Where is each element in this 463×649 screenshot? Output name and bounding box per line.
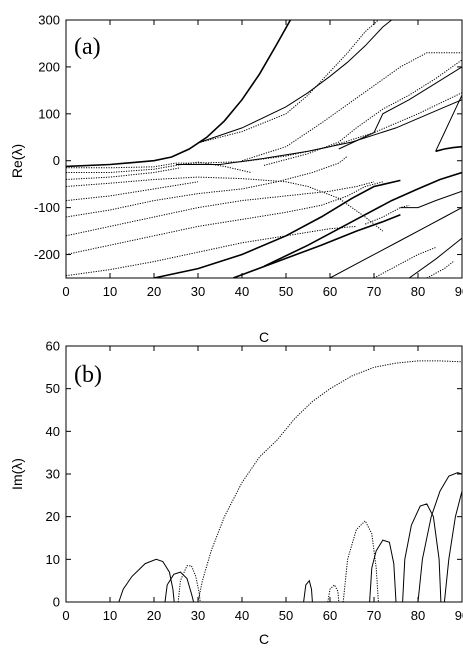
x-tick-label: 10 — [103, 284, 117, 299]
panel-a-frame — [65, 19, 463, 279]
series-line-23 — [408, 237, 462, 278]
series-line-7 — [66, 167, 181, 180]
series-line-21 — [232, 213, 401, 278]
series-line-1 — [197, 360, 462, 602]
x-tick-label: 40 — [235, 284, 249, 299]
y-tick-label: 20 — [46, 509, 60, 524]
series-line-4 — [66, 92, 462, 169]
panel-a-xlabel: C — [259, 329, 269, 345]
series-line-7 — [342, 520, 379, 602]
x-tick-label: 90 — [455, 608, 463, 623]
series-line-18 — [153, 179, 401, 278]
series-line-2 — [118, 558, 175, 602]
panel-b-series — [118, 360, 462, 602]
panel-a-ticks: 0 10 20 30 40 50 60 70 80 90 -200 -100 0 100 200 300 — [34, 13, 463, 300]
y-tick-label: 10 — [46, 552, 60, 567]
x-tick-label: 60 — [323, 284, 337, 299]
series-line-10 — [241, 52, 462, 162]
series-line-14 — [66, 181, 375, 237]
x-tick-label: 80 — [411, 608, 425, 623]
x-tick-label: 70 — [367, 284, 381, 299]
x-tick-label: 10 — [103, 608, 117, 623]
series-line-4 — [177, 565, 201, 602]
series-line-3 — [197, 20, 379, 144]
series-line-5 — [176, 99, 462, 165]
x-tick-label: 30 — [191, 284, 205, 299]
x-tick-label: 20 — [147, 284, 161, 299]
panel-a: (a) Re(λ) C 0102030405060708090-200-1000… — [9, 13, 463, 346]
panel-b-ticks: 0 10 20 30 40 50 60 70 80 90 0 10 20 30 40 50 60 — [46, 339, 463, 624]
series-line-11 — [443, 490, 462, 602]
panel-a-label: (a) — [74, 34, 101, 60]
series-line-1 — [66, 20, 292, 168]
x-tick-label: 50 — [279, 284, 293, 299]
y-tick-label: 0 — [53, 153, 60, 168]
y-tick-label: 200 — [38, 59, 60, 74]
x-tick-label: 70 — [367, 608, 381, 623]
x-tick-label: 40 — [235, 608, 249, 623]
x-tick-label: 20 — [147, 608, 161, 623]
series-line-5 — [303, 579, 313, 602]
series-line-19 — [400, 190, 462, 209]
y-tick-label: 40 — [46, 424, 60, 439]
series-line-26 — [435, 145, 462, 153]
y-tick-label: 50 — [46, 381, 60, 396]
series-line-11 — [338, 66, 462, 150]
y-tick-label: 300 — [38, 13, 60, 28]
panel-b-ylabel: Im(λ) — [9, 458, 25, 490]
series-line-10 — [417, 472, 462, 602]
y-tick-label: 60 — [46, 339, 60, 354]
y-tick-label: 30 — [46, 467, 60, 482]
series-line-13 — [66, 155, 348, 218]
panel-b-xlabel: C — [259, 631, 269, 647]
x-tick-label: 0 — [62, 284, 69, 299]
series-line-22 — [329, 207, 462, 278]
panel-b-frame — [65, 345, 463, 603]
series-line-6 — [327, 584, 340, 602]
panel-a-series — [66, 20, 462, 278]
y-tick-label: -200 — [34, 247, 60, 262]
series-line-20 — [365, 204, 410, 225]
series-line-9 — [402, 503, 442, 602]
series-line-6 — [66, 161, 251, 173]
series-line-8 — [66, 176, 384, 232]
panel-a-ylabel: Re(λ) — [9, 144, 25, 178]
series-line-16 — [66, 225, 357, 277]
x-tick-label: 80 — [411, 284, 425, 299]
series-line-15 — [66, 181, 383, 255]
x-tick-label: 0 — [62, 608, 69, 623]
series-line-27 — [435, 94, 462, 152]
series-line-8 — [369, 539, 397, 602]
series-line-9 — [66, 181, 199, 202]
series-line-24 — [373, 247, 436, 278]
x-tick-label: 60 — [323, 608, 337, 623]
series-line-2 — [197, 20, 392, 144]
series-line-25 — [426, 261, 454, 278]
x-tick-label: 90 — [455, 284, 463, 299]
panel-b: (b) Im(λ) C 0 10 20 30 40 50 60 70 80 90 0 10 20 30 40… — [9, 339, 463, 648]
x-tick-label: 30 — [191, 608, 205, 623]
y-tick-label: 100 — [38, 106, 60, 121]
y-tick-label: 0 — [53, 595, 60, 610]
series-line-17 — [263, 171, 462, 268]
x-tick-label: 50 — [279, 608, 293, 623]
series-line-3 — [164, 571, 195, 602]
y-tick-label: -100 — [34, 200, 60, 215]
panel-b-label: (b) — [74, 362, 102, 388]
series-line-12 — [263, 59, 462, 166]
